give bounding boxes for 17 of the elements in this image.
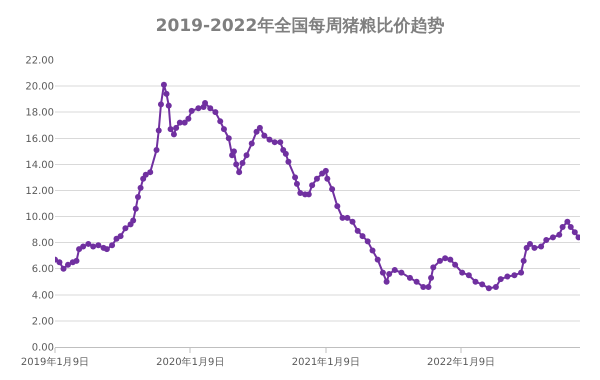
x-tick-label: 2021年1月9日 <box>292 356 360 368</box>
y-tick-label: 0.00 <box>32 342 54 354</box>
chart-title: 2019-2022年全国每周猪粮比价趋势 <box>156 16 444 36</box>
y-tick-label: 22.00 <box>25 56 54 66</box>
x-tick-label: 2019年1月9日 <box>20 356 90 368</box>
y-tick-label: 4.00 <box>32 290 54 302</box>
y-tick-label: 8.00 <box>32 238 54 250</box>
y-tick-label: 20.00 <box>25 82 54 93</box>
x-tick-label: 2022年1月9日 <box>426 356 496 368</box>
y-tick-label: 16.00 <box>25 134 54 145</box>
y-tick-label: 12.00 <box>25 186 54 197</box>
y-tick-label: 18.00 <box>25 108 54 119</box>
x-tick-label: 2020年1月9日 <box>156 356 224 368</box>
y-tick-label: 14.00 <box>25 160 54 171</box>
y-tick-label: 10.00 <box>25 212 54 224</box>
y-tick-label: 2.00 <box>32 316 54 328</box>
y-tick-label: 6.00 <box>32 264 54 276</box>
